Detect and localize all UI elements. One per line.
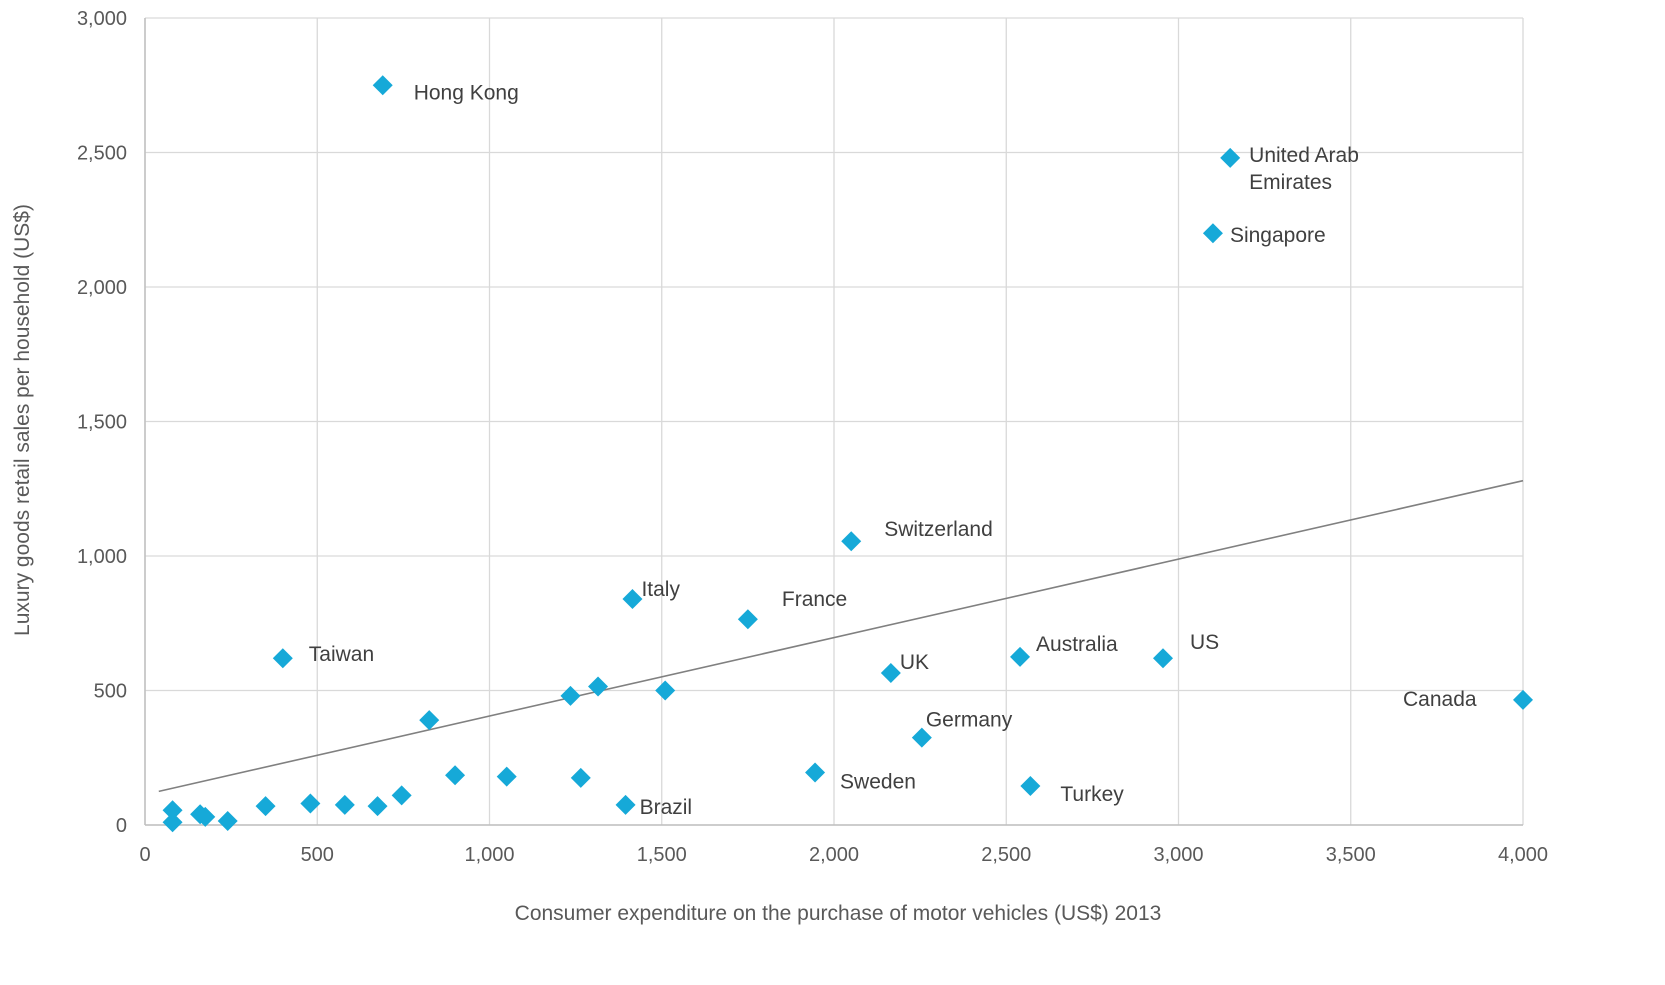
y-tick-label: 0 bbox=[116, 815, 127, 837]
x-axis-title: Consumer expenditure on the purchase of … bbox=[515, 902, 1162, 925]
point-france bbox=[737, 609, 758, 630]
trendline bbox=[158, 479, 1524, 793]
x-tick-label: 2,500 bbox=[981, 844, 1031, 866]
y-tick-label: 500 bbox=[94, 681, 127, 703]
point-taiwan bbox=[272, 648, 293, 669]
point-germany bbox=[911, 727, 932, 748]
point-united-arab-emirates bbox=[1220, 147, 1241, 168]
x-tick-label: 3,000 bbox=[1153, 844, 1203, 866]
y-tick-label: 1,000 bbox=[77, 546, 127, 568]
point-label: United Arab Emirates bbox=[1249, 144, 1359, 194]
x-tick-label: 1,000 bbox=[464, 844, 514, 866]
data-point bbox=[560, 685, 581, 706]
point-uk bbox=[880, 663, 901, 684]
point-label: UK bbox=[900, 651, 929, 674]
point-sweden bbox=[805, 762, 826, 783]
data-point bbox=[570, 767, 591, 788]
data-point bbox=[300, 793, 321, 814]
point-label: US bbox=[1190, 631, 1219, 654]
data-points bbox=[162, 75, 1533, 833]
point-label: Singapore bbox=[1230, 224, 1326, 247]
point-us bbox=[1152, 648, 1173, 669]
point-label: Canada bbox=[1403, 688, 1477, 711]
data-point bbox=[255, 796, 276, 817]
y-axis-title: Luxury goods retail sales per household … bbox=[11, 204, 34, 636]
point-label: France bbox=[782, 588, 847, 611]
y-tick-label: 2,000 bbox=[77, 277, 127, 299]
data-point bbox=[367, 796, 388, 817]
x-tick-label: 0 bbox=[139, 844, 150, 866]
data-point bbox=[445, 765, 466, 786]
gridlines bbox=[144, 17, 1524, 826]
point-labels: Hong Kong United Arab Emirates Singapore Swi… bbox=[309, 81, 1477, 819]
x-tick-label: 4,000 bbox=[1498, 844, 1548, 866]
x-tick-label: 1,500 bbox=[637, 844, 687, 866]
data-point bbox=[162, 812, 183, 833]
point-hong-kong bbox=[372, 75, 393, 96]
data-point bbox=[391, 785, 412, 806]
point-label: Hong Kong bbox=[414, 81, 519, 104]
point-italy bbox=[622, 589, 643, 610]
data-point bbox=[162, 800, 183, 821]
axes: 0 500 1,000 1,500 2,000 2,500 3,000 3,500 4,000 0… bbox=[77, 8, 1548, 866]
x-tick-label: 500 bbox=[301, 844, 334, 866]
data-point bbox=[195, 806, 216, 827]
data-point bbox=[419, 710, 440, 731]
point-label: Italy bbox=[641, 578, 680, 601]
point-label: Turkey bbox=[1060, 783, 1124, 806]
point-label: Australia bbox=[1036, 633, 1118, 656]
trendline-group bbox=[158, 479, 1524, 793]
point-brazil bbox=[615, 794, 636, 815]
point-turkey bbox=[1020, 775, 1041, 796]
data-point bbox=[334, 794, 355, 815]
point-label: Germany bbox=[926, 709, 1013, 732]
point-label: Taiwan bbox=[309, 643, 374, 666]
data-point bbox=[496, 766, 517, 787]
point-label: Switzerland bbox=[884, 518, 993, 541]
y-tick-label: 1,500 bbox=[77, 412, 127, 434]
data-point bbox=[588, 676, 609, 697]
point-canada bbox=[1513, 689, 1533, 710]
data-point bbox=[655, 680, 676, 701]
point-singapore bbox=[1202, 223, 1223, 244]
point-switzerland bbox=[841, 531, 862, 552]
x-tick-label: 3,500 bbox=[1326, 844, 1376, 866]
data-point bbox=[217, 810, 238, 831]
point-label: Brazil bbox=[640, 796, 693, 819]
y-tick-label: 2,500 bbox=[77, 143, 127, 165]
point-australia bbox=[1010, 646, 1031, 667]
y-tick-label: 3,000 bbox=[77, 8, 127, 30]
point-label: Sweden bbox=[840, 771, 916, 794]
x-tick-label: 2,000 bbox=[809, 844, 859, 866]
